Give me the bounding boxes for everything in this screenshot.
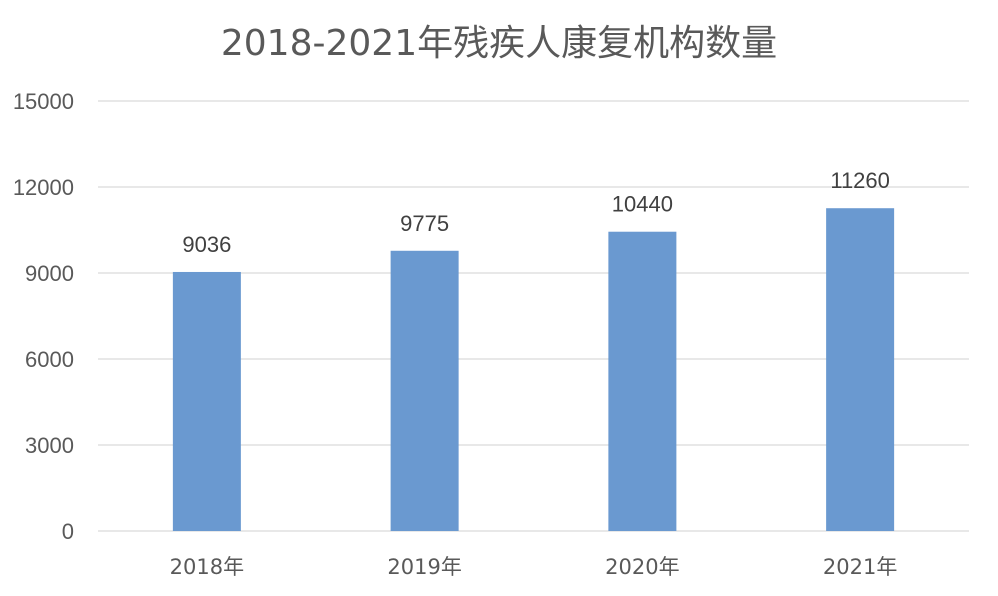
y-tick-label: 3000: [25, 433, 74, 458]
y-axis-ticks: 0 3000 6000 9000 12000 15000: [13, 89, 74, 544]
x-tick-label: 2021年: [823, 555, 897, 579]
x-axis-ticks: 2018年 2019年 2020年 2021年: [170, 555, 898, 579]
data-label: 10440: [612, 192, 673, 217]
bar-3: [608, 231, 677, 531]
bar-1: [172, 271, 241, 531]
y-tick-label: 6000: [25, 347, 74, 372]
y-tick-label: 12000: [13, 175, 74, 200]
data-label: 11260: [830, 168, 890, 193]
x-tick-label: 2020年: [605, 555, 679, 579]
data-labels: 9036 9775 10440 11260: [182, 168, 890, 257]
data-label: 9775: [400, 211, 449, 236]
y-tick-label: 9000: [25, 261, 74, 286]
gridlines: [98, 100, 969, 532]
bar-4: [826, 208, 895, 532]
x-tick-label: 2018年: [170, 555, 244, 579]
x-tick-label: 2019年: [387, 555, 461, 579]
y-tick-label: 0: [62, 519, 74, 544]
bar-2: [390, 250, 459, 532]
chart-title: 2018-2021年残疾人康复机构数量: [220, 23, 778, 64]
y-tick-label: 15000: [13, 89, 74, 114]
bars: [172, 208, 895, 532]
data-label: 9036: [182, 232, 231, 257]
